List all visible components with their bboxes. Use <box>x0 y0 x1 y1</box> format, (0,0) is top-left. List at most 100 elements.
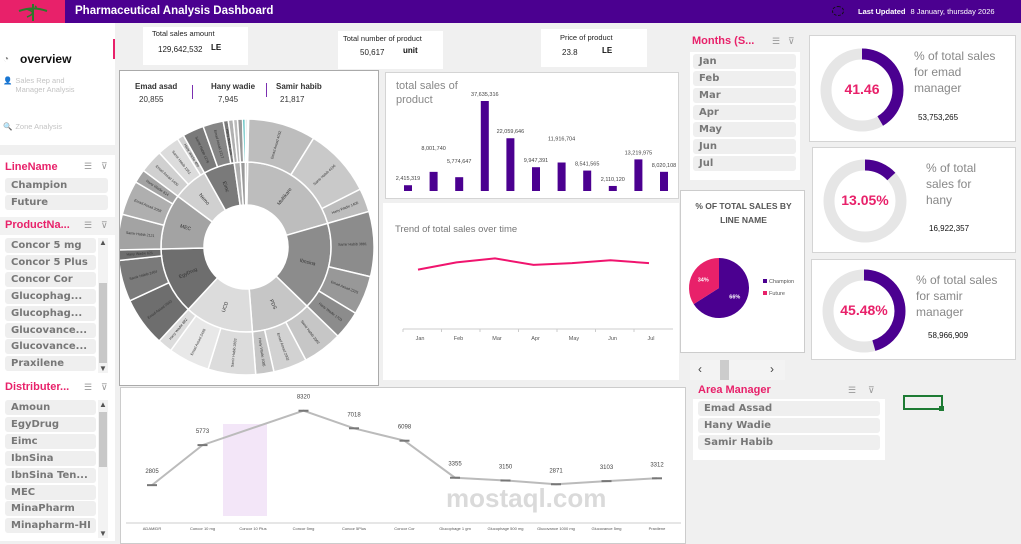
bar-data-label: 5,774,647 <box>447 159 471 165</box>
scroll-thumb[interactable] <box>99 283 107 363</box>
manager-value: 7,945 <box>218 95 239 104</box>
bar <box>583 170 592 191</box>
bar <box>480 101 489 191</box>
pie-slice <box>689 258 719 305</box>
slicer-item-product[interactable]: Glucovance... <box>5 339 96 355</box>
scroll-left-icon[interactable]: ‹ <box>698 362 702 376</box>
kpi-label: Total number of product <box>343 34 422 43</box>
slicer-item-line[interactable]: Champion <box>5 178 108 193</box>
slicer-item-product[interactable]: Praxilene <box>5 356 96 372</box>
data-label: 6098 <box>398 425 412 431</box>
divider <box>266 83 267 97</box>
multi-select-icon[interactable]: ☰ <box>772 36 781 46</box>
header-bar <box>0 0 1021 23</box>
manager-share-card: 13.05% % of total sales for hany 16,922,… <box>812 147 1016 253</box>
nav-item-sales-rep[interactable]: 👤 Sales Rep and Manager Analysis <box>3 76 93 94</box>
multi-select-icon[interactable]: ☰ <box>84 382 93 392</box>
data-label: 3355 <box>448 462 462 468</box>
slicer-header-bg <box>0 217 115 235</box>
clear-filter-icon[interactable]: ⊽ <box>868 385 875 395</box>
slicer-item-line[interactable]: Future <box>5 195 108 210</box>
nav-item-zone-analysis[interactable]: 🔍 Zone Analysis <box>3 122 62 131</box>
scroll-down-icon[interactable]: ▼ <box>99 529 107 538</box>
x-tick-label: Jun <box>608 336 617 342</box>
divider <box>192 85 193 99</box>
clear-filter-icon[interactable]: ⊽ <box>788 36 795 46</box>
slicer-item-product[interactable]: Concor Cor <box>5 271 96 287</box>
caduceus-icon <box>18 3 47 21</box>
scroll-thumb[interactable] <box>720 360 729 380</box>
slicer-title-distributer: Distributer... <box>5 381 70 393</box>
slicer-item-months[interactable]: Feb <box>693 71 796 86</box>
manager-value: 21,817 <box>280 95 305 104</box>
scroll-right-icon[interactable]: › <box>770 362 774 376</box>
slicer-item-product[interactable]: Concor 5 Plus <box>5 254 96 270</box>
slicer-item-product[interactable]: Glucophag... <box>5 305 96 321</box>
donut-value: 58,966,909 <box>928 331 969 340</box>
x-tick-label: Apr <box>531 336 540 342</box>
x-tick-label: Concor 10 mg <box>190 526 215 531</box>
multi-select-icon[interactable]: ☰ <box>84 220 93 230</box>
data-label: 3312 <box>650 462 664 468</box>
quantity-line <box>151 409 658 486</box>
slicer-item-manager[interactable]: Samir Habib <box>698 435 880 450</box>
donut-value: 53,753,265 <box>918 113 959 122</box>
kpi-value: 23.8 <box>562 48 578 57</box>
pie-data-label: 66% <box>729 295 740 301</box>
slicer-item-distributer[interactable]: IbnSina <box>5 450 96 466</box>
donut-caption: % of total sales for hany <box>926 161 977 207</box>
slicer-item-distributer[interactable]: MinaPharm <box>5 501 96 517</box>
slicer-item-distributer[interactable]: EgyDrug <box>5 416 96 432</box>
slicer-item-manager[interactable]: Emad Assad <box>698 401 880 416</box>
kpi-unit: LE <box>211 43 222 52</box>
slicer-title-linename: LineName <box>5 161 58 173</box>
pie-slice <box>693 258 749 318</box>
multi-select-icon[interactable]: ☰ <box>84 161 93 171</box>
slicer-item-months[interactable]: Jun <box>693 139 796 154</box>
slicer-item-product[interactable]: Concor 5 mg <box>5 238 96 253</box>
distributer-scrollbar[interactable]: ▲ ▼ <box>98 400 108 538</box>
slicer-item-distributer[interactable]: IbnSina Ten... <box>5 467 96 483</box>
slicer-item-product[interactable]: Glucophag... <box>5 288 96 304</box>
slicer-item-product[interactable]: Glucovance... <box>5 322 96 338</box>
bar-chart: 2,415,319 8,001,740 5,774,647 37,635,316 22,… <box>396 92 676 191</box>
bar-data-label: 37,635,316 <box>471 92 499 98</box>
bar <box>455 177 464 191</box>
bar <box>532 167 540 191</box>
manager-name: Emad asad <box>135 82 178 91</box>
slicer-item-months[interactable]: Jul <box>693 156 796 171</box>
scroll-down-icon[interactable]: ▼ <box>99 364 107 373</box>
donut-chart <box>822 269 906 352</box>
fill-handle[interactable] <box>939 406 944 411</box>
bar-data-label: 8,020,108 <box>652 163 676 169</box>
slicer-item-distributer[interactable]: Minapharm-HI <box>5 518 96 534</box>
x-tick-label: Jul <box>647 336 654 342</box>
bar <box>429 171 438 191</box>
slicer-item-manager[interactable]: Hany Wadie <box>698 418 880 433</box>
slicer-item-months[interactable]: May <box>693 122 796 137</box>
clear-filter-icon[interactable]: ⊽ <box>101 220 108 230</box>
manager-share-card: 41.46 % of total sales for emad manager … <box>809 35 1016 142</box>
horizontal-scrollbar[interactable]: ‹ › <box>690 360 785 380</box>
scroll-thumb[interactable] <box>99 412 107 467</box>
multi-select-icon[interactable]: ☰ <box>848 385 857 395</box>
nav-label: overview <box>20 52 72 66</box>
product-scrollbar[interactable]: ▲ ▼ <box>98 238 108 373</box>
slicer-item-distributer[interactable]: Amoun <box>5 400 96 415</box>
watermark: mostaql.com <box>446 483 607 513</box>
manager-name: Hany wadie <box>211 82 256 91</box>
slicer-item-distributer[interactable]: MEC <box>5 484 96 500</box>
slicer-item-months[interactable]: Jan <box>693 54 796 69</box>
slicer-item-months[interactable]: Mar <box>693 88 796 103</box>
selected-cell[interactable] <box>903 395 943 410</box>
scroll-up-icon[interactable]: ▲ <box>99 238 107 247</box>
slicer-item-distributer[interactable]: Eimc <box>5 433 96 449</box>
slicer-item-months[interactable]: Apr <box>693 105 796 120</box>
sunburst-inner-segment <box>244 161 249 206</box>
nav-item-overview[interactable]: ◔ overview <box>3 52 71 66</box>
x-tick-label: May <box>569 336 580 342</box>
clear-filter-icon[interactable]: ⊽ <box>101 382 108 392</box>
clear-filter-icon[interactable]: ⊽ <box>101 161 108 171</box>
scroll-up-icon[interactable]: ▲ <box>99 400 107 409</box>
nav-label: Sales Rep and Manager Analysis <box>15 76 75 94</box>
